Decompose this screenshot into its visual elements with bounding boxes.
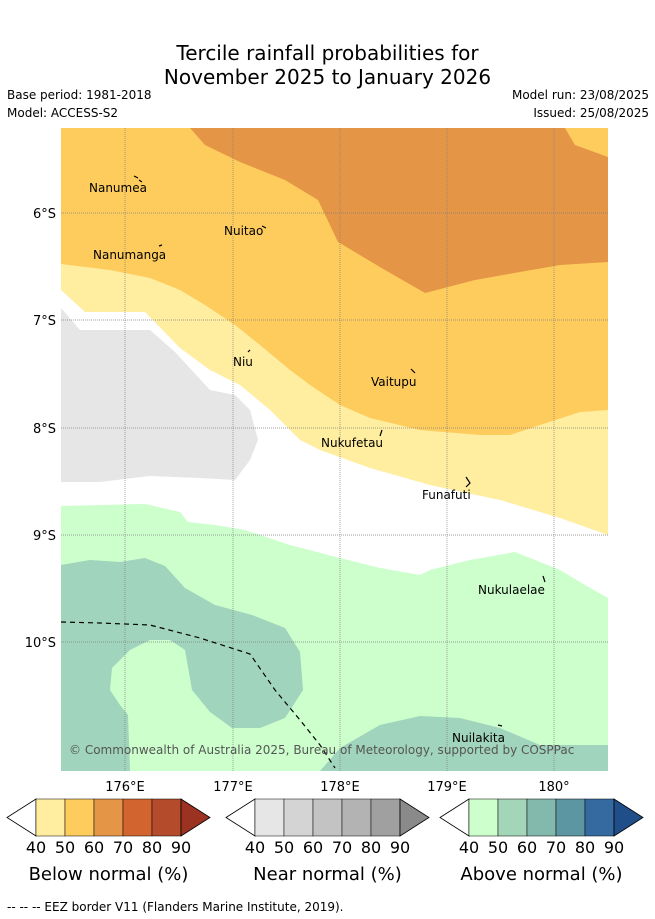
legend-title: Near normal (%) — [253, 864, 402, 885]
legend-color-cell — [93, 798, 124, 837]
place-label-nukulaelae: Nukulaelae — [478, 583, 545, 597]
legend-tick-label: 90 — [390, 838, 410, 857]
lon-label-180: 180° — [538, 780, 569, 795]
legend-title: Below normal (%) — [29, 864, 189, 885]
legend-tick-label: 90 — [171, 838, 191, 857]
legend-tick-label: 80 — [575, 838, 595, 857]
legend-extend-low — [439, 798, 470, 837]
below-normal-50-60-corner — [590, 128, 608, 157]
legend-1: 40 50 60 70 80 90 Below normal (%) — [6, 798, 211, 885]
latitude-labels: 6°S 7°S 8°S 9°S 10°S — [25, 207, 56, 651]
legend-tick-label: 60 — [84, 838, 104, 857]
place-label-vaitupu: Vaitupu — [371, 375, 417, 389]
lat-label-9s: 9°S — [33, 529, 56, 544]
legend-color-cell — [283, 798, 314, 837]
legend-color-cell — [35, 798, 66, 837]
lat-label-6s: 6°S — [33, 207, 56, 222]
legend-extend-low — [225, 798, 256, 837]
legend-2: 40 50 60 70 80 90 Near normal (%) — [225, 798, 430, 885]
legend-tick-label: 70 — [332, 838, 352, 857]
legend-color-cell — [151, 798, 182, 837]
legend-extend-high — [613, 798, 644, 837]
legend-tick-label: 40 — [245, 838, 265, 857]
place-labels: Nanumea Nuitao Nanumanga Niu Vaitupu Nuk… — [89, 181, 545, 745]
place-label-nanumanga: Nanumanga — [93, 248, 166, 262]
legend-extend-low — [6, 798, 37, 837]
place-label-nuitao: Nuitao — [224, 224, 263, 238]
legend-tick-label: 40 — [459, 838, 479, 857]
legend-color-cell — [497, 798, 528, 837]
above-normal-40-50-region — [61, 504, 608, 771]
legend-color-cell — [341, 798, 372, 837]
legend-color-cell — [526, 798, 557, 837]
lat-label-8s: 8°S — [33, 422, 56, 437]
place-label-niu: Niu — [233, 355, 253, 369]
near-normal-40-50-region — [61, 308, 258, 482]
place-label-funafuti: Funafuti — [422, 488, 471, 502]
base-period-label: Base period: 1981-2018 — [7, 88, 152, 102]
map-title-line2: November 2025 to January 2026 — [163, 65, 492, 89]
lat-label-7s: 7°S — [33, 314, 56, 329]
legend-tick-label: 60 — [517, 838, 537, 857]
place-label-nanumea: Nanumea — [89, 181, 147, 195]
legend-tick-label: 50 — [274, 838, 294, 857]
above-normal-50-60-south-region — [320, 716, 608, 771]
legend-color-cell — [555, 798, 586, 837]
legend-color-cell — [64, 798, 95, 837]
lon-label-176e: 176°E — [105, 780, 145, 795]
legend-tick-label: 70 — [546, 838, 566, 857]
lon-label-177e: 177°E — [213, 780, 253, 795]
eez-border-note: -- -- -- EEZ border V11 (Flanders Marine… — [7, 900, 344, 914]
island-outlines — [133, 175, 546, 727]
legend-tick-label: 70 — [113, 838, 133, 857]
legend-color-cell — [370, 798, 401, 837]
legend-colorbars: 40 50 60 70 80 90 Below normal (%) 40 50 60 70 80 90… — [6, 798, 644, 885]
copyright-text: © Commonwealth of Australia 2025, Bureau… — [69, 743, 574, 757]
map-title-line1: Tercile rainfall probabilities for — [176, 41, 479, 65]
legend-3: 40 50 60 70 80 90 Above normal (%) — [439, 798, 644, 885]
legend-color-cell — [312, 798, 343, 837]
legend-tick-label: 50 — [55, 838, 75, 857]
lon-label-179e: 179°E — [427, 780, 467, 795]
model-label: Model: ACCESS-S2 — [7, 106, 119, 120]
lat-label-10s: 10°S — [25, 636, 56, 651]
legend-tick-label: 80 — [142, 838, 162, 857]
legend-color-cell — [468, 798, 499, 837]
legend-extend-high — [180, 798, 211, 837]
legend-color-cell — [584, 798, 615, 837]
above-normal-50-60-region — [61, 558, 303, 771]
legend-tick-label: 40 — [26, 838, 46, 857]
place-label-nukufetau: Nukufetau — [321, 436, 383, 450]
place-label-nuilakita: Nuilakita — [452, 731, 505, 745]
issued-label: Issued: 25/08/2025 — [533, 106, 649, 120]
legend-tick-label: 80 — [361, 838, 381, 857]
legend-tick-label: 60 — [303, 838, 323, 857]
model-run-label: Model run: 23/08/2025 — [511, 88, 649, 102]
legend-tick-label: 50 — [488, 838, 508, 857]
legend-color-cell — [254, 798, 285, 837]
longitude-labels: 176°E 177°E 178°E 179°E 180° — [105, 780, 569, 795]
legend-tick-label: 90 — [604, 838, 624, 857]
legend-title: Above normal (%) — [460, 864, 622, 885]
lon-label-178e: 178°E — [320, 780, 360, 795]
legend-color-cell — [122, 798, 153, 837]
below-normal-60-70-region — [190, 128, 608, 293]
legend-extend-high — [399, 798, 430, 837]
eez-border-line — [61, 621, 336, 769]
